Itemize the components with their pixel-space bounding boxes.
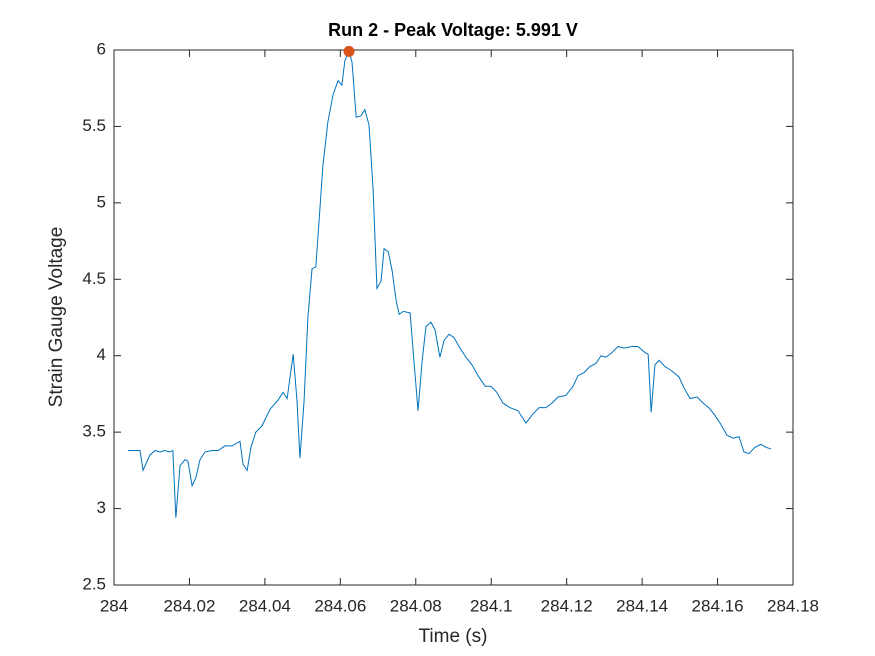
x-tick-label: 284.18 <box>767 596 819 615</box>
data-line <box>127 49 772 518</box>
axes-box <box>113 49 794 586</box>
x-tick-label: 284.08 <box>390 596 442 615</box>
plot-area <box>114 50 793 585</box>
x-tick-label: 284.14 <box>616 596 668 615</box>
y-axis-label: Strain Gauge Voltage <box>46 227 67 408</box>
x-tick-label: 284.02 <box>163 596 215 615</box>
y-tick-label: 2.5 <box>82 574 106 593</box>
x-tick-label: 284.12 <box>541 596 593 615</box>
x-axis-label: Time (s) <box>419 626 488 647</box>
y-tick-label: 5 <box>97 192 106 211</box>
y-tick-label: 5.5 <box>82 116 106 135</box>
y-tick-label: 3.5 <box>82 422 106 441</box>
chart-title: Run 2 - Peak Voltage: 5.991 V <box>328 20 578 40</box>
y-tick-label: 4.5 <box>82 269 106 288</box>
peak-marker <box>343 45 355 57</box>
x-tick-label: 284.06 <box>314 596 366 615</box>
x-tick-label: 284 <box>100 596 128 615</box>
x-tick-label: 284.04 <box>239 596 291 615</box>
y-tick-label: 6 <box>97 39 106 58</box>
y-tick-label: 3 <box>97 498 106 517</box>
x-tick-label: 284.16 <box>692 596 744 615</box>
x-tick-label: 284.1 <box>470 596 513 615</box>
y-tick-label: 4 <box>97 345 106 364</box>
